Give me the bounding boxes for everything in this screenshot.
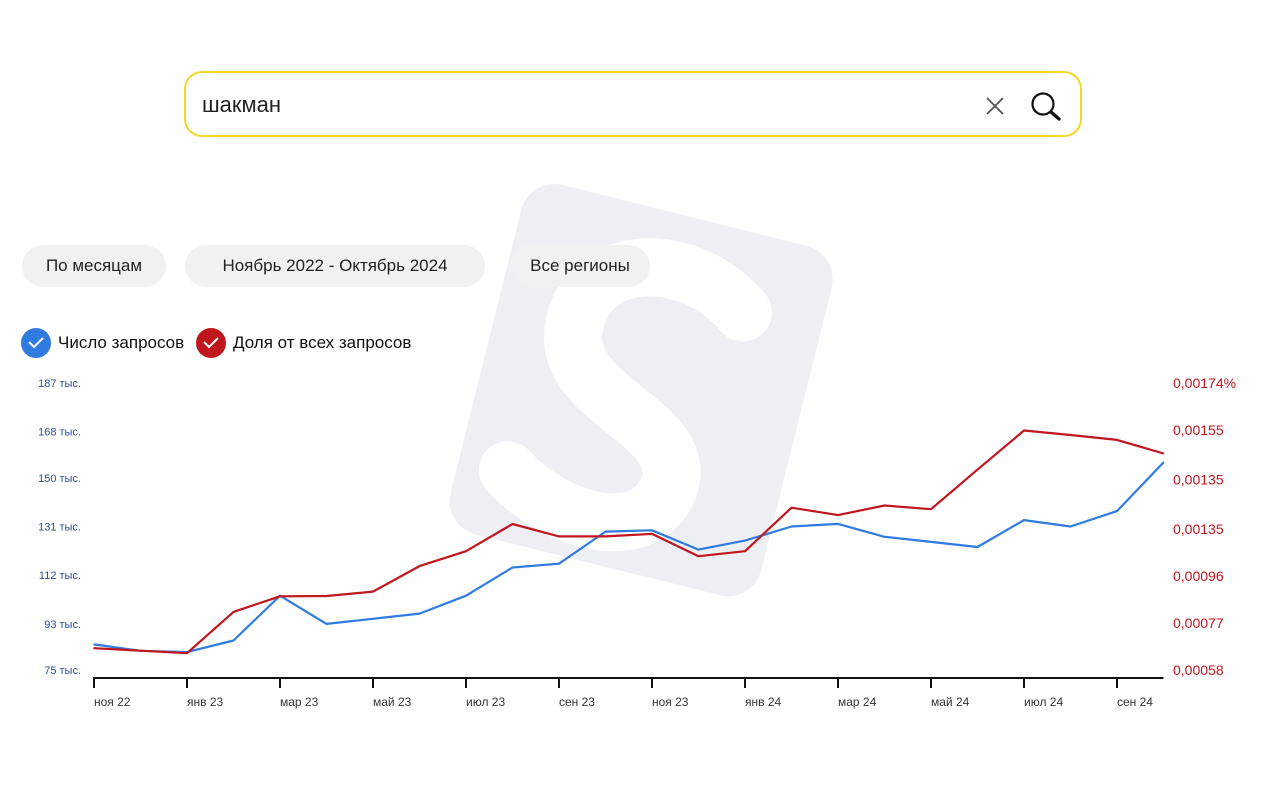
series-1-point <box>372 617 374 620</box>
series-1-point <box>465 594 467 597</box>
region-filter[interactable]: Все регионы <box>510 245 650 287</box>
region-filter-label: Все регионы <box>530 256 630 275</box>
series-1-point <box>1162 461 1165 464</box>
series-2-point <box>837 514 839 516</box>
series-1-point <box>418 612 421 615</box>
series-1-point <box>93 643 95 646</box>
series-1-point <box>511 566 514 569</box>
x-tick-label: июл 23 <box>466 695 505 709</box>
series-2-point <box>790 506 793 509</box>
series-2-point <box>930 508 932 510</box>
x-tick-label: ноя 22 <box>94 695 131 709</box>
x-tick-label: мар 24 <box>838 695 877 709</box>
legend-series1-label: Число запросов <box>58 333 185 352</box>
series-1-point <box>697 548 700 551</box>
series-2-point <box>604 535 607 538</box>
x-tick-label: ноя 23 <box>652 695 689 709</box>
date-range-label: Ноябрь 2022 - Октябрь 2024 <box>222 256 448 275</box>
series-1-point <box>1023 519 1025 521</box>
x-tick-label: сен 23 <box>559 695 595 709</box>
right-tick-label: 0,00077 <box>1173 615 1224 631</box>
legend-series2-label: Доля от всех запросов <box>233 333 412 352</box>
x-tick-label: июл 24 <box>1024 695 1063 709</box>
line-chart: 75 тыс. 93 тыс. 112 тыс. 131 тыс. 150 тыс. 16… <box>38 375 1236 709</box>
series-1-point <box>558 562 560 565</box>
right-tick-label: 0,00096 <box>1173 568 1224 584</box>
right-tick-label: 0,00135 <box>1173 471 1224 487</box>
series-2-point <box>93 647 95 650</box>
left-tick-label: 112 тыс. <box>39 570 81 582</box>
series-2-point <box>976 468 979 471</box>
search-input[interactable]: шакман <box>202 92 282 117</box>
series-2-point <box>883 504 886 507</box>
right-tick-label: 0,00058 <box>1173 662 1224 678</box>
left-tick-label: 168 тыс. <box>38 427 81 439</box>
right-tick-label: 0,00174% <box>1173 375 1236 391</box>
x-tick-label: май 23 <box>373 695 412 709</box>
left-tick-label: 187 тыс. <box>38 378 81 390</box>
series-2-point <box>232 611 235 613</box>
left-tick-label: 131 тыс. <box>38 522 81 534</box>
series-1-point <box>883 535 886 538</box>
x-tick-label: мар 23 <box>280 695 319 709</box>
legend-series1[interactable]: Число запросов <box>21 328 184 358</box>
series-1-point <box>325 623 328 625</box>
series-1-point <box>232 639 235 642</box>
series-line-2 <box>93 429 1164 655</box>
series-2-point <box>744 550 746 553</box>
series-line-1 <box>93 461 1165 654</box>
checkmark-icon <box>21 328 51 358</box>
search-icon[interactable] <box>1030 91 1062 123</box>
series-2-point <box>418 565 421 567</box>
right-tick-label: 0,00155 <box>1173 422 1224 438</box>
search-box[interactable]: шакман <box>184 71 1082 137</box>
series-1-point <box>1069 525 1072 528</box>
series-2-point <box>279 595 281 598</box>
x-tick-label: май 24 <box>931 695 970 709</box>
series-2-point <box>325 595 328 597</box>
left-tick-label: 93 тыс. <box>44 619 81 631</box>
series-2-point <box>186 652 188 654</box>
series-1-point <box>604 530 607 533</box>
series-2-point <box>697 555 700 557</box>
right-tick-label: 0,00135 <box>1173 521 1224 537</box>
series-2-point <box>465 550 467 553</box>
x-tick-label: янв 24 <box>745 695 782 709</box>
series-2-point <box>1116 439 1118 441</box>
x-tick-label: янв 23 <box>187 695 224 709</box>
series-2-point <box>139 649 142 652</box>
series-2-point <box>651 533 653 535</box>
series-2-point <box>511 523 514 525</box>
series-1-point <box>976 546 979 548</box>
period-filter-label: По месяцам <box>45 256 143 275</box>
checkmark-icon <box>196 328 226 358</box>
series-2-point <box>1023 429 1025 432</box>
series-2-point <box>1162 452 1165 455</box>
series-1-point <box>1116 510 1118 512</box>
series-2-point <box>1069 434 1072 436</box>
series-1-point <box>790 525 793 528</box>
series-1-point <box>744 539 746 542</box>
close-icon[interactable] <box>984 95 1006 117</box>
series-1-point <box>930 541 932 543</box>
legend-series2[interactable]: Доля от всех запросов <box>196 328 411 358</box>
left-tick-label: 150 тыс. <box>38 473 81 485</box>
series-1-point <box>837 523 839 525</box>
left-tick-label: 75 тыс. <box>44 665 81 677</box>
series-2-point <box>558 535 560 538</box>
date-range-filter[interactable]: Ноябрь 2022 - Октябрь 2024 <box>185 245 485 287</box>
x-tick-label: сен 24 <box>1117 695 1153 709</box>
series-1-point <box>651 529 653 532</box>
series-2-point <box>372 590 374 593</box>
period-filter[interactable]: По месяцам <box>22 245 166 287</box>
